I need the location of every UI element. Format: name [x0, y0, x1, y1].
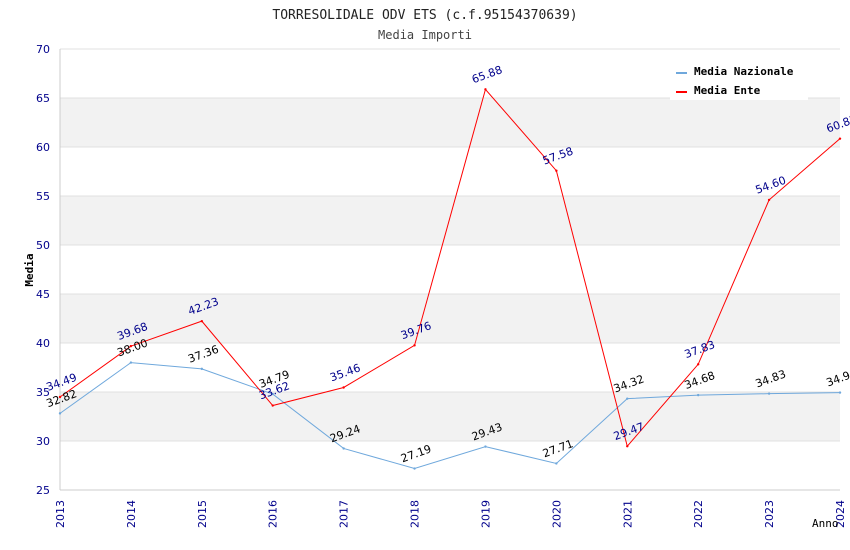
- chart-subtitle: Media Importi: [378, 28, 472, 42]
- y-tick-label: 30: [36, 435, 50, 448]
- y-tick-label: 25: [36, 484, 50, 497]
- data-point: [767, 198, 771, 202]
- data-point: [555, 169, 558, 172]
- x-tick-label: 2020: [550, 500, 563, 528]
- series-lines: [58, 88, 842, 470]
- data-point: [838, 137, 842, 140]
- data-point: [58, 412, 62, 415]
- data-point: [484, 88, 487, 91]
- x-tick-labels: 2013 2014 2015 2016 2017 2018 2019 2020 2021 2022…: [54, 500, 847, 528]
- grid-band: [60, 196, 840, 245]
- data-point: [271, 392, 274, 396]
- x-tick-label: 2013: [54, 500, 67, 528]
- chart-title: TORRESOLIDALE ODV ETS (c.f.95154370639): [272, 8, 577, 23]
- data-point: [555, 462, 558, 465]
- data-point: [342, 386, 345, 389]
- legend: Media Nazionale Media Ente: [670, 62, 808, 100]
- x-axis-label: Anno: [812, 517, 839, 530]
- x-tick-label: 2024: [834, 500, 847, 528]
- data-point: [696, 393, 700, 397]
- grid-band: [60, 294, 840, 343]
- y-tick-label: 45: [36, 288, 50, 301]
- data-point: [626, 397, 629, 400]
- legend-label-media-ente: Media Ente: [694, 84, 761, 97]
- legend-box: [670, 62, 808, 100]
- data-point: [58, 395, 62, 399]
- y-tick-label: 70: [36, 43, 50, 56]
- data-point: [413, 344, 416, 347]
- x-tick-label: 2021: [621, 500, 634, 528]
- legend-label-media-nazionale: Media Nazionale: [694, 65, 794, 78]
- data-point: [413, 467, 416, 470]
- x-tick-label: 2014: [125, 500, 138, 528]
- x-tick-label: 2022: [692, 500, 705, 528]
- grid-band: [60, 98, 840, 147]
- grid-bands: [60, 49, 840, 490]
- x-tick-label: 2018: [409, 500, 422, 528]
- data-point: [129, 344, 133, 348]
- y-tick-label: 35: [36, 386, 50, 399]
- x-tick-label: 2016: [267, 500, 280, 528]
- data-point: [271, 404, 274, 407]
- x-tick-label: 2019: [479, 500, 492, 528]
- data-point: [200, 319, 204, 323]
- data-point: [838, 391, 842, 394]
- data-point: [484, 445, 487, 448]
- data-point: [767, 392, 771, 395]
- series-line-media-nazionale: [59, 362, 841, 470]
- data-point: [626, 444, 629, 448]
- x-tick-label: 2023: [763, 500, 776, 528]
- grid-band: [60, 343, 840, 392]
- grid-band: [60, 147, 840, 196]
- grid-band: [60, 441, 840, 490]
- y-axis-label: Media: [23, 253, 36, 286]
- data-point: [200, 367, 204, 371]
- grid-band: [60, 392, 840, 441]
- data-point: [342, 447, 345, 450]
- y-tick-label: 55: [36, 190, 50, 203]
- y-tick-label: 60: [36, 141, 50, 154]
- x-tick-label: 2017: [338, 500, 351, 528]
- x-tick-label: 2015: [196, 500, 209, 528]
- data-point: [129, 361, 133, 364]
- series-line-media-ente: [59, 88, 841, 448]
- data-point: [696, 363, 700, 366]
- y-tick-label: 50: [36, 239, 50, 252]
- y-tick-labels: 25 30 35 40 45 50 55 60 65 70: [36, 43, 50, 497]
- grid-band: [60, 245, 840, 294]
- y-tick-label: 65: [36, 92, 50, 105]
- grid-lines: [60, 48, 840, 491]
- y-tick-label: 40: [36, 337, 50, 350]
